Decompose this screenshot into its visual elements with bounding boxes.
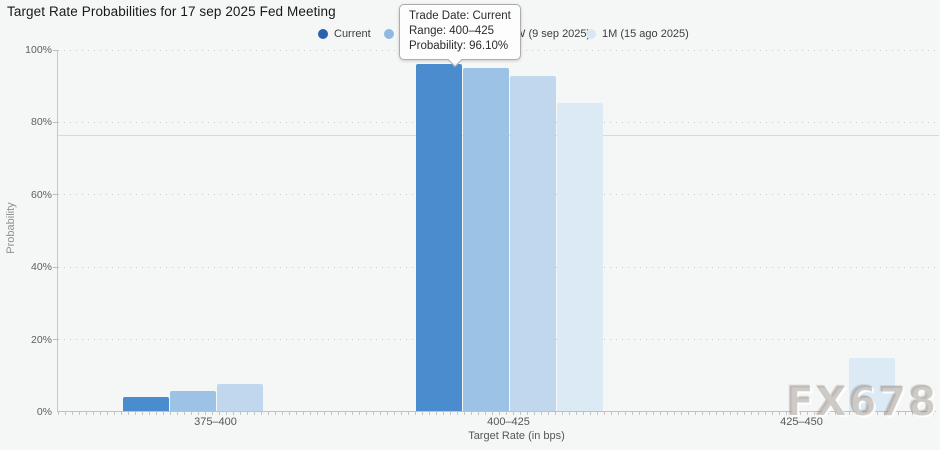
bar-series4-425–450[interactable] (849, 358, 896, 411)
y-tick-label: 100% (25, 44, 52, 56)
bar-slot (802, 50, 848, 411)
bar-series3-400–425[interactable] (509, 76, 556, 411)
bar-slot (169, 50, 216, 411)
tooltip-range: Range: 400–425 (409, 25, 495, 37)
page-title: Target Rate Probabilities for 17 sep 202… (7, 4, 336, 19)
x-axis-labels: 375–400 400–425 425–450 (69, 416, 940, 428)
legend-dot-1m (586, 29, 596, 39)
x-tick-label: 425–450 (780, 416, 823, 428)
y-tick-label: 0% (36, 406, 52, 418)
bar-slot (122, 50, 169, 411)
plot-area (53, 50, 939, 415)
bar-slot (216, 50, 263, 411)
y-axis-title: Probability (5, 202, 17, 254)
bar-slot (556, 50, 603, 411)
x-tick-label: 400–425 (487, 416, 530, 428)
bar-series3-375–400[interactable] (216, 383, 263, 411)
bar-group-375–400 (70, 50, 363, 411)
legend-dot-current (318, 29, 328, 39)
bar-slot (415, 50, 462, 411)
y-tick-label: 20% (30, 333, 52, 346)
tooltip-trade-date: Trade Date: Current (409, 10, 511, 22)
legend-item-current[interactable]: Current (318, 26, 371, 42)
legend-item-1m[interactable]: 1M (15 ago 2025) (586, 26, 689, 42)
y-tick-label: 40% (30, 261, 52, 274)
y-tick-label: 60% (30, 188, 52, 201)
bar-slot (708, 50, 754, 411)
bar-series1-400–425[interactable] (415, 64, 462, 411)
legend-item-2[interactable] (384, 26, 400, 42)
watermark: FX678 (786, 379, 938, 425)
y-tick-label: 80% (30, 116, 52, 129)
bar-slot (849, 50, 896, 411)
bar-series2-400–425[interactable] (462, 68, 509, 411)
x-axis-title: Target Rate (in bps) (468, 430, 565, 442)
legend-label-current: Current (334, 28, 371, 40)
legend-item-1w[interactable]: W (9 sep 2025) (515, 26, 590, 42)
x-axis-minor-ticks (58, 412, 936, 415)
bar-slot (509, 50, 556, 411)
bar-series1-375–400[interactable] (122, 396, 169, 411)
bar-group-400–425 (363, 50, 656, 411)
legend-label-1m: 1M (15 ago 2025) (602, 28, 689, 40)
legend-dot-2 (384, 29, 394, 39)
bar-slot (462, 50, 509, 411)
bar-group-425–450 (655, 50, 940, 411)
tooltip: Trade Date: Current Range: 400–425 Proba… (399, 4, 521, 68)
bar-groups (70, 50, 940, 411)
bar-slot (264, 50, 310, 411)
bar-series4-400–425[interactable] (556, 102, 603, 411)
bar-slot (755, 50, 801, 411)
tooltip-probability: Probability: 96.10% (409, 40, 509, 52)
x-tick-label: 375–400 (194, 416, 237, 428)
bar-series2-375–400[interactable] (169, 391, 216, 411)
legend-label-1w: W (9 sep 2025) (515, 28, 591, 40)
